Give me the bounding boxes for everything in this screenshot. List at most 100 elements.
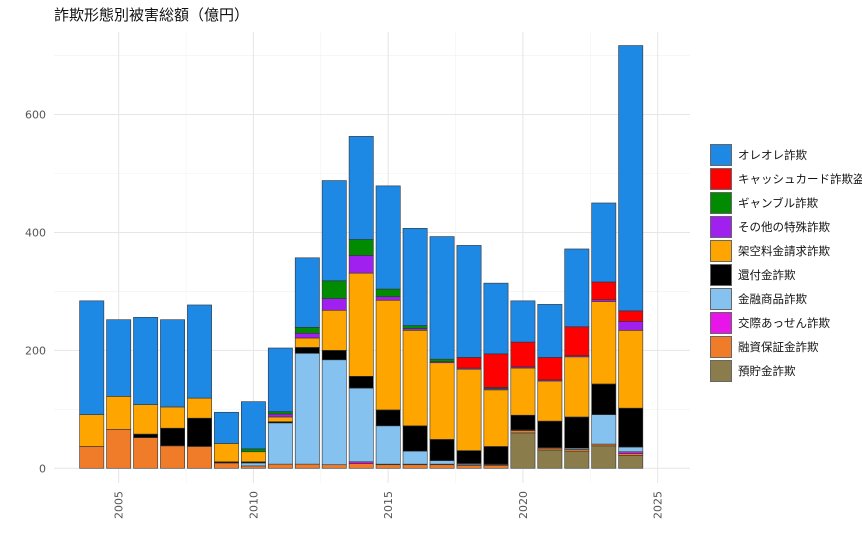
legend-swatch (710, 264, 732, 286)
x-tick-label: 2010 (247, 491, 260, 519)
legend-label: 還付金詐欺 (738, 268, 796, 282)
bar-segment (429, 358, 455, 362)
bar-segment (106, 429, 132, 469)
bar-segment (240, 462, 266, 467)
bar-segment (375, 288, 401, 298)
bar-segment (214, 462, 239, 469)
y-tick-label: 400 (25, 226, 46, 239)
bar-segment (429, 464, 455, 469)
bar-segment (267, 413, 293, 418)
bar-segment (618, 407, 644, 448)
bar-segment (294, 257, 320, 328)
bar-segment (240, 451, 266, 463)
bar-segment (402, 425, 428, 452)
bar-segment (456, 357, 482, 369)
bar-segment (321, 280, 347, 299)
bar-segment (160, 406, 186, 429)
y-tick-label: 200 (25, 344, 46, 357)
bar-segment (564, 416, 590, 449)
bar-segment (240, 401, 266, 450)
legend-swatch (710, 192, 732, 214)
bar-segment (591, 202, 617, 283)
bar-segment (160, 319, 186, 408)
bar-segment (483, 465, 509, 469)
legend-swatch (710, 360, 732, 382)
legend-swatch (710, 288, 732, 310)
bar-segment (483, 389, 509, 447)
bar-segment (106, 396, 132, 430)
bar-segment (294, 327, 320, 334)
chart-title: 詐欺形態別被害総額（億円） (54, 6, 250, 24)
bar-segment (294, 332, 320, 339)
bar-segment (133, 404, 159, 435)
bar-segment (267, 347, 293, 412)
bar-segment (267, 411, 293, 415)
legend-item: キャッシュカード詐欺盗 (710, 167, 862, 191)
bar-segment (510, 430, 536, 434)
bar-segment (618, 454, 644, 469)
legend-item: 預貯金詐欺 (710, 359, 862, 383)
bar-segment (294, 347, 320, 354)
axes: 0 200 400 600 2005 2010 2015 2020 2025 (25, 109, 665, 519)
bar-segment (483, 353, 509, 388)
bar-segment (456, 245, 482, 358)
legend-label: ギャンブル詐欺 (738, 196, 819, 210)
bar-segment (267, 416, 293, 422)
bar-segment (133, 317, 159, 405)
bar-segment (510, 414, 536, 431)
bar-segment (321, 359, 347, 466)
legend-swatch (710, 312, 732, 334)
bar-segment (402, 464, 428, 469)
y-tick-label: 600 (25, 109, 46, 122)
bar-segment (456, 465, 482, 469)
bar-segment (240, 465, 266, 469)
bar-segment (375, 299, 401, 411)
legend-label: キャッシュカード詐欺盗 (738, 172, 862, 186)
x-tick-label: 2015 (382, 491, 395, 519)
bar-segment (402, 330, 428, 427)
bar-segment (348, 239, 374, 256)
bar-segment (133, 437, 159, 469)
bar-segment (564, 326, 590, 356)
bar-segment (348, 375, 374, 389)
bar-segment (429, 236, 455, 360)
bar-segment (618, 446, 644, 453)
bar-segment (106, 319, 132, 397)
bar-segment (618, 330, 644, 409)
legend-label: 交際あっせん詐欺 (738, 316, 830, 330)
legend-item: 金融商品詐欺 (710, 287, 862, 311)
bar-segment (564, 356, 590, 418)
legend-item: 還付金詐欺 (710, 263, 862, 287)
bar-segment (510, 367, 536, 416)
legend-label: 融資保証金詐欺 (738, 340, 819, 354)
bar-segment (321, 298, 347, 311)
bar-segment (321, 309, 347, 351)
legend-label: 金融商品詐欺 (738, 292, 807, 306)
legend-item: ギャンブル詐欺 (710, 191, 862, 215)
bar-segment (510, 432, 536, 469)
bar-segment (375, 185, 401, 290)
bar-segment (133, 433, 159, 438)
bar-segment (375, 296, 401, 301)
bar-segment (348, 272, 374, 377)
bar-segment (591, 445, 617, 469)
bar-segment (214, 443, 239, 463)
bar-segment (510, 341, 536, 368)
bar-segment (429, 439, 455, 461)
bar-segment (348, 136, 374, 240)
x-tick-label: 2005 (113, 491, 126, 519)
bar-segment (294, 337, 320, 348)
x-tick-label: 2020 (517, 491, 530, 519)
bar-segment (375, 464, 401, 469)
bar-segment (214, 411, 239, 444)
bar-segment (187, 417, 212, 447)
y-tick-label: 0 (39, 462, 46, 475)
bar-segment (402, 228, 428, 326)
bar-segment (79, 414, 105, 447)
bar-segment (187, 446, 212, 469)
bar-segment (321, 464, 347, 469)
bar-segment (456, 368, 482, 451)
bar-segment (79, 446, 105, 469)
bar-segment (79, 300, 105, 415)
bar-segment (591, 414, 617, 445)
